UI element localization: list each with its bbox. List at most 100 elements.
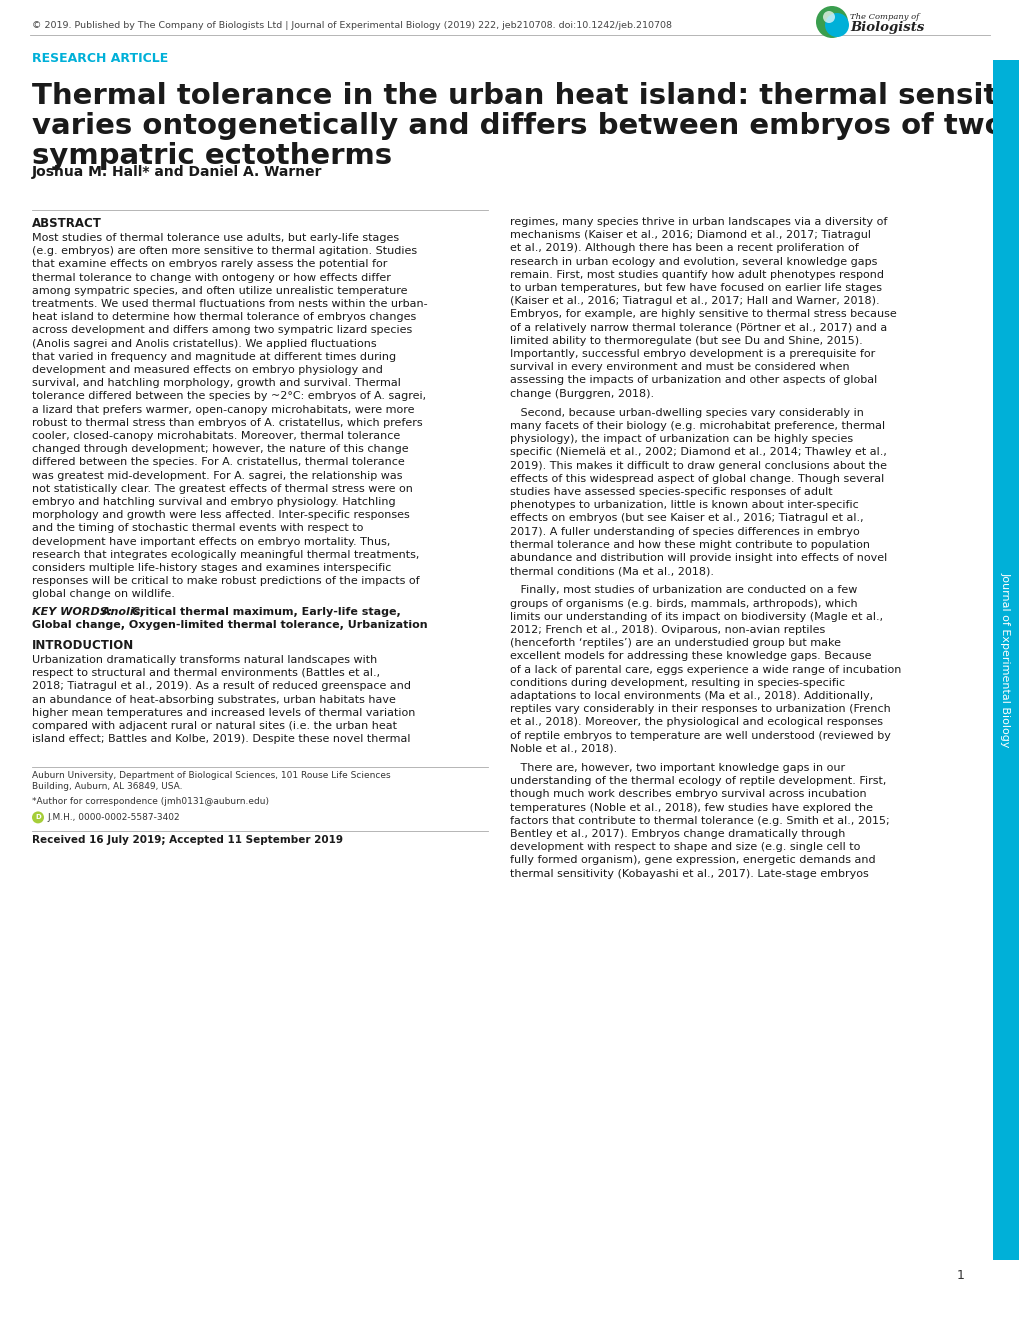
Circle shape — [815, 7, 847, 38]
Text: groups of organisms (e.g. birds, mammals, arthropods), which: groups of organisms (e.g. birds, mammals… — [510, 598, 857, 609]
Circle shape — [822, 11, 835, 22]
Text: of a relatively narrow thermal tolerance (Pörtner et al., 2017) and a: of a relatively narrow thermal tolerance… — [510, 322, 887, 333]
Text: varies ontogenetically and differs between embryos of two: varies ontogenetically and differs betwe… — [32, 112, 1004, 140]
Text: Journal of Experimental Biology: Journal of Experimental Biology — [1000, 573, 1010, 747]
Text: thermal conditions (Ma et al., 2018).: thermal conditions (Ma et al., 2018). — [510, 566, 713, 577]
Text: limits our understanding of its impact on biodiversity (Magle et al.,: limits our understanding of its impact o… — [510, 611, 882, 622]
Text: considers multiple life-history stages and examines interspecific: considers multiple life-history stages a… — [32, 564, 391, 573]
Text: changed through development; however, the nature of this change: changed through development; however, th… — [32, 445, 409, 454]
Text: Building, Auburn, AL 36849, USA.: Building, Auburn, AL 36849, USA. — [32, 783, 182, 792]
Text: research that integrates ecologically meaningful thermal treatments,: research that integrates ecologically me… — [32, 550, 419, 560]
Text: to urban temperatures, but few have focused on earlier life stages: to urban temperatures, but few have focu… — [510, 282, 881, 293]
Text: 2019). This makes it difficult to draw general conclusions about the: 2019). This makes it difficult to draw g… — [510, 461, 887, 471]
Text: survival in every environment and must be considered when: survival in every environment and must b… — [510, 362, 849, 372]
Text: fully formed organism), gene expression, energetic demands and: fully formed organism), gene expression,… — [510, 855, 874, 866]
Bar — [993, 59, 1019, 1261]
Text: 2012; French et al., 2018). Oviparous, non-avian reptiles: 2012; French et al., 2018). Oviparous, n… — [510, 624, 824, 635]
Text: J.M.H., 0000-0002-5587-3402: J.M.H., 0000-0002-5587-3402 — [47, 813, 179, 822]
Text: global change on wildlife.: global change on wildlife. — [32, 590, 174, 599]
Text: ABSTRACT: ABSTRACT — [32, 216, 102, 230]
Text: Most studies of thermal tolerance use adults, but early-life stages: Most studies of thermal tolerance use ad… — [32, 234, 398, 243]
Text: not statistically clear. The greatest effects of thermal stress were on: not statistically clear. The greatest ef… — [32, 484, 413, 494]
Text: et al., 2019). Although there has been a recent proliferation of: et al., 2019). Although there has been a… — [510, 243, 858, 253]
Text: Thermal tolerance in the urban heat island: thermal sensitivity: Thermal tolerance in the urban heat isla… — [32, 82, 1019, 110]
Circle shape — [824, 13, 848, 37]
Text: was greatest mid-development. For A. sagrei, the relationship was: was greatest mid-development. For A. sag… — [32, 471, 403, 480]
Text: limited ability to thermoregulate (but see Du and Shine, 2015).: limited ability to thermoregulate (but s… — [510, 335, 862, 346]
Text: regimes, many species thrive in urban landscapes via a diversity of: regimes, many species thrive in urban la… — [510, 216, 887, 227]
Text: reptiles vary considerably in their responses to urbanization (French: reptiles vary considerably in their resp… — [510, 704, 890, 714]
Text: 2017). A fuller understanding of species differences in embryo: 2017). A fuller understanding of species… — [510, 527, 859, 537]
Text: thermal tolerance to change with ontogeny or how effects differ: thermal tolerance to change with ontogen… — [32, 273, 390, 282]
Text: Finally, most studies of urbanization are conducted on a few: Finally, most studies of urbanization ar… — [510, 585, 857, 595]
Text: understanding of the thermal ecology of reptile development. First,: understanding of the thermal ecology of … — [510, 776, 886, 787]
Text: et al., 2018). Moreover, the physiological and ecological responses: et al., 2018). Moreover, the physiologic… — [510, 717, 882, 727]
Text: treatments. We used thermal fluctuations from nests within the urban-: treatments. We used thermal fluctuations… — [32, 300, 427, 309]
Text: development and measured effects on embryo physiology and: development and measured effects on embr… — [32, 366, 382, 375]
Text: tolerance differed between the species by ~2°C: embryos of A. sagrei,: tolerance differed between the species b… — [32, 392, 426, 401]
Text: specific (Niemelä et al., 2002; Diamond et al., 2014; Thawley et al.,: specific (Niemelä et al., 2002; Diamond … — [510, 447, 886, 458]
Text: INTRODUCTION: INTRODUCTION — [32, 639, 135, 652]
Text: Global change, Oxygen-limited thermal tolerance, Urbanization: Global change, Oxygen-limited thermal to… — [32, 620, 427, 630]
Text: survival, and hatchling morphology, growth and survival. Thermal: survival, and hatchling morphology, grow… — [32, 379, 400, 388]
Text: mechanisms (Kaiser et al., 2016; Diamond et al., 2017; Tiatragul: mechanisms (Kaiser et al., 2016; Diamond… — [510, 230, 870, 240]
Text: research in urban ecology and evolution, several knowledge gaps: research in urban ecology and evolution,… — [510, 256, 876, 267]
Text: adaptations to local environments (Ma et al., 2018). Additionally,: adaptations to local environments (Ma et… — [510, 690, 872, 701]
Text: development have important effects on embryo mortality. Thus,: development have important effects on em… — [32, 537, 390, 546]
Circle shape — [32, 812, 44, 824]
Text: that varied in frequency and magnitude at different times during: that varied in frequency and magnitude a… — [32, 352, 395, 362]
Text: a lizard that prefers warmer, open-canopy microhabitats, were more: a lizard that prefers warmer, open-canop… — [32, 405, 414, 414]
Text: Bentley et al., 2017). Embryos change dramatically through: Bentley et al., 2017). Embryos change dr… — [510, 829, 845, 840]
Text: D: D — [35, 814, 41, 821]
Text: Embryos, for example, are highly sensitive to thermal stress because: Embryos, for example, are highly sensiti… — [510, 309, 896, 319]
Text: development with respect to shape and size (e.g. single cell to: development with respect to shape and si… — [510, 842, 860, 853]
Text: responses will be critical to make robust predictions of the impacts of: responses will be critical to make robus… — [32, 577, 419, 586]
Text: Second, because urban-dwelling species vary considerably in: Second, because urban-dwelling species v… — [510, 408, 863, 418]
Text: (henceforth ‘reptiles’) are an understudied group but make: (henceforth ‘reptiles’) are an understud… — [510, 638, 841, 648]
Text: factors that contribute to thermal tolerance (e.g. Smith et al., 2015;: factors that contribute to thermal toler… — [510, 816, 889, 826]
Text: © 2019. Published by The Company of Biologists Ltd | Journal of Experimental Bio: © 2019. Published by The Company of Biol… — [32, 21, 672, 29]
Text: compared with adjacent rural or natural sites (i.e. the urban heat: compared with adjacent rural or natural … — [32, 721, 396, 731]
Text: 1: 1 — [956, 1269, 964, 1282]
Text: Noble et al., 2018).: Noble et al., 2018). — [510, 743, 616, 754]
Text: There are, however, two important knowledge gaps in our: There are, however, two important knowle… — [510, 763, 845, 774]
Text: among sympatric species, and often utilize unrealistic temperature: among sympatric species, and often utili… — [32, 286, 408, 296]
Text: physiology), the impact of urbanization can be highly species: physiology), the impact of urbanization … — [510, 434, 852, 445]
Text: Importantly, successful embryo development is a prerequisite for: Importantly, successful embryo developme… — [510, 348, 874, 359]
Text: Received 16 July 2019; Accepted 11 September 2019: Received 16 July 2019; Accepted 11 Septe… — [32, 836, 342, 845]
Text: studies have assessed species-specific responses of adult: studies have assessed species-specific r… — [510, 487, 832, 498]
Text: though much work describes embryo survival across incubation: though much work describes embryo surviv… — [510, 789, 866, 800]
Text: effects of this widespread aspect of global change. Though several: effects of this widespread aspect of glo… — [510, 474, 883, 484]
Text: many facets of their biology (e.g. microhabitat preference, thermal: many facets of their biology (e.g. micro… — [510, 421, 884, 432]
Text: across development and differs among two sympatric lizard species: across development and differs among two… — [32, 326, 412, 335]
Text: Auburn University, Department of Biological Sciences, 101 Rouse Life Sciences: Auburn University, Department of Biologi… — [32, 771, 390, 780]
Text: KEY WORDS:: KEY WORDS: — [32, 607, 112, 616]
Text: cooler, closed-canopy microhabitats. Moreover, thermal tolerance: cooler, closed-canopy microhabitats. Mor… — [32, 432, 399, 441]
Text: thermal sensitivity (Kobayashi et al., 2017). Late-stage embryos: thermal sensitivity (Kobayashi et al., 2… — [510, 869, 868, 879]
Text: embryo and hatchling survival and embryo physiology. Hatchling: embryo and hatchling survival and embryo… — [32, 498, 395, 507]
Text: of a lack of parental care, eggs experience a wide range of incubation: of a lack of parental care, eggs experie… — [510, 664, 901, 675]
Text: effects on embryos (but see Kaiser et al., 2016; Tiatragul et al.,: effects on embryos (but see Kaiser et al… — [510, 513, 863, 524]
Text: 2018; Tiatragul et al., 2019). As a result of reduced greenspace and: 2018; Tiatragul et al., 2019). As a resu… — [32, 681, 411, 692]
Text: assessing the impacts of urbanization and other aspects of global: assessing the impacts of urbanization an… — [510, 375, 876, 385]
Text: remain. First, most studies quantify how adult phenotypes respond: remain. First, most studies quantify how… — [510, 269, 883, 280]
Text: Anolis,: Anolis, — [98, 607, 145, 616]
Text: temperatures (Noble et al., 2018), few studies have explored the: temperatures (Noble et al., 2018), few s… — [510, 803, 872, 813]
Text: of reptile embryos to temperature are well understood (reviewed by: of reptile embryos to temperature are we… — [510, 730, 890, 741]
Text: heat island to determine how thermal tolerance of embryos changes: heat island to determine how thermal tol… — [32, 313, 416, 322]
Text: Joshua M. Hall* and Daniel A. Warner: Joshua M. Hall* and Daniel A. Warner — [32, 165, 322, 180]
Text: thermal tolerance and how these might contribute to population: thermal tolerance and how these might co… — [510, 540, 869, 550]
Text: respect to structural and thermal environments (Battles et al.,: respect to structural and thermal enviro… — [32, 668, 380, 678]
Text: and the timing of stochastic thermal events with respect to: and the timing of stochastic thermal eve… — [32, 524, 363, 533]
Text: (e.g. embryos) are often more sensitive to thermal agitation. Studies: (e.g. embryos) are often more sensitive … — [32, 247, 417, 256]
Text: change (Burggren, 2018).: change (Burggren, 2018). — [510, 388, 653, 399]
Text: (Anolis sagrei and Anolis cristatellus). We applied fluctuations: (Anolis sagrei and Anolis cristatellus).… — [32, 339, 376, 348]
Text: excellent models for addressing these knowledge gaps. Because: excellent models for addressing these kn… — [510, 651, 870, 661]
Text: higher mean temperatures and increased levels of thermal variation: higher mean temperatures and increased l… — [32, 708, 415, 718]
Text: differed between the species. For A. cristatellus, thermal tolerance: differed between the species. For A. cri… — [32, 458, 405, 467]
Text: (Kaiser et al., 2016; Tiatragul et al., 2017; Hall and Warner, 2018).: (Kaiser et al., 2016; Tiatragul et al., … — [510, 296, 878, 306]
Text: Biologists: Biologists — [849, 21, 923, 33]
Text: sympatric ectotherms: sympatric ectotherms — [32, 143, 391, 170]
Text: robust to thermal stress than embryos of A. cristatellus, which prefers: robust to thermal stress than embryos of… — [32, 418, 422, 428]
Text: RESEARCH ARTICLE: RESEARCH ARTICLE — [32, 51, 168, 65]
